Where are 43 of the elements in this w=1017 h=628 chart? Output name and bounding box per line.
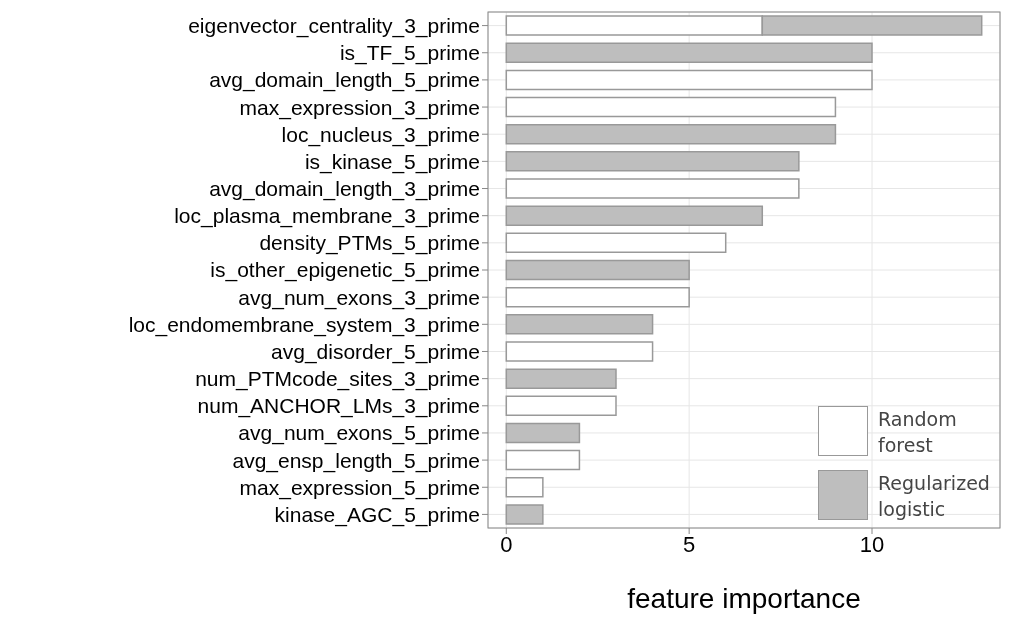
y-tick-label: max_expression_3_prime [239,95,480,120]
y-tick-label: density_PTMs_5_prime [259,231,480,256]
y-tick-label: avg_domain_length_5_prime [209,68,480,93]
bar [505,232,727,254]
bar [505,178,800,199]
bar [505,504,544,525]
y-tick-label: avg_disorder_5_prime [271,339,480,364]
y-tick-label: is_TF_5_prime [339,41,480,66]
x-tick-label: 5 [683,531,696,557]
y-tick-label: is_kinase_5_prime [304,149,480,174]
bar [505,341,654,362]
bar [505,42,873,63]
y-tick-label: avg_domain_length_3_prime [209,176,480,201]
y-tick-label: loc_plasma_membrane_3_prime [174,204,480,229]
y-tick-label: num_ANCHOR_LMs_3_prime [197,394,480,419]
y-tick-label: loc_nucleus_3_prime [281,122,480,147]
bar [505,368,617,389]
bar [505,286,690,308]
text: Random forest [878,407,958,458]
bar [505,314,654,335]
y-tick-label: kinase_AGC_5_prime [274,502,480,527]
y-tick-label: is_other_epigenetic_5_prime [210,258,480,283]
y-tick-label: avg_ensp_length_5_prime [232,448,480,473]
y-tick-label: eigenvector_centrality_3_prime [188,14,480,39]
x-tick-label: 0 [500,531,513,557]
bar [505,69,873,91]
x-tick-label: 10 [859,531,885,557]
bar [505,395,617,417]
bar [505,422,581,444]
bar [505,449,581,471]
bar [505,477,544,498]
y-tick-label: avg_num_exons_5_prime [238,421,480,446]
text: Regularized logistic [878,471,991,522]
y-tick-label: loc_endomembrane_system_3_prime [128,312,480,337]
bar [505,96,837,118]
bar [505,151,800,172]
y-tick-label: avg_num_exons_3_prime [238,285,480,310]
y-tick-label: num_PTMcode_sites_3_prime [195,367,480,392]
y-tick-label: max_expression_5_prime [239,475,480,500]
x-axis-title: feature importance [627,583,861,614]
bar [505,123,837,145]
bar [505,205,764,226]
bar [505,259,690,281]
